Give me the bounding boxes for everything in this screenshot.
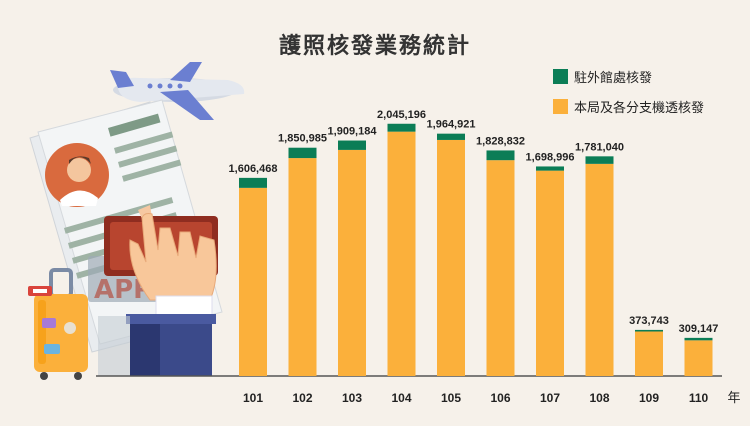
value-label-109: 373,743 <box>629 315 669 327</box>
legend-swatch-green <box>553 68 568 84</box>
bar-overseas-107 <box>536 166 564 171</box>
bar-overseas-108 <box>585 156 614 164</box>
x-tick-label-107: 107 <box>540 391 560 405</box>
value-label-105: 1,964,921 <box>427 119 476 131</box>
bar-domestic-108 <box>585 163 614 376</box>
bar-overseas-103 <box>338 140 366 150</box>
bar-overseas-106 <box>486 150 515 161</box>
bar-overseas-102 <box>288 147 317 159</box>
legend-label-overseas: 駐外館處核發 <box>574 70 653 86</box>
bar-domestic-109 <box>635 331 663 376</box>
value-label-101: 1,606,468 <box>229 163 278 175</box>
x-tick-label-108: 108 <box>589 391 609 405</box>
legend-item-overseas: 駐外館處核發 <box>553 66 704 86</box>
x-tick-label-101: 101 <box>243 391 263 405</box>
x-tick-label-102: 102 <box>292 391 312 405</box>
x-tick-label-110: 110 <box>689 391 709 405</box>
legend-item-domestic: 本局及各分支機透核發 <box>553 96 704 116</box>
value-label-110: 309,147 <box>679 323 719 335</box>
bar-domestic-105 <box>437 139 465 376</box>
legend-swatch-orange <box>553 98 568 114</box>
bar-domestic-101 <box>239 187 267 376</box>
bar-domestic-103 <box>338 149 366 376</box>
value-label-108: 1,781,040 <box>575 141 624 153</box>
legend-label-domestic: 本局及各分支機透核發 <box>574 100 705 116</box>
suitcase-icon <box>28 268 88 380</box>
bar-domestic-107 <box>536 170 564 376</box>
value-label-104: 2,045,196 <box>377 109 426 121</box>
bar-domestic-104 <box>387 131 416 376</box>
legend: 駐外館處核發 本局及各分支機透核發 <box>553 66 704 126</box>
x-tick-label-103: 103 <box>342 391 362 405</box>
bar-overseas-110 <box>684 337 713 341</box>
value-label-107: 1,698,996 <box>526 151 575 163</box>
chart-title: 護照核發業務統計 <box>278 34 471 59</box>
value-label-103: 1,909,184 <box>328 126 378 138</box>
value-label-106: 1,828,832 <box>476 135 525 147</box>
x-tick-label-105: 105 <box>441 391 461 405</box>
bar-overseas-105 <box>437 133 465 140</box>
x-axis-unit: 年 <box>727 391 740 406</box>
x-tick-label-109: 109 <box>639 391 659 405</box>
bar-overseas-101 <box>239 177 267 188</box>
x-tick-label-104: 104 <box>391 391 411 405</box>
bar-overseas-104 <box>387 123 416 132</box>
bar-domestic-106 <box>486 160 515 376</box>
airplane-icon <box>110 62 245 120</box>
bar-domestic-110 <box>684 340 713 376</box>
x-tick-label-106: 106 <box>490 391 510 405</box>
bar-domestic-102 <box>288 158 317 376</box>
value-label-102: 1,850,985 <box>278 133 327 145</box>
approval-stamp-icon: APPR <box>88 205 218 376</box>
bar-overseas-109 <box>635 329 663 332</box>
